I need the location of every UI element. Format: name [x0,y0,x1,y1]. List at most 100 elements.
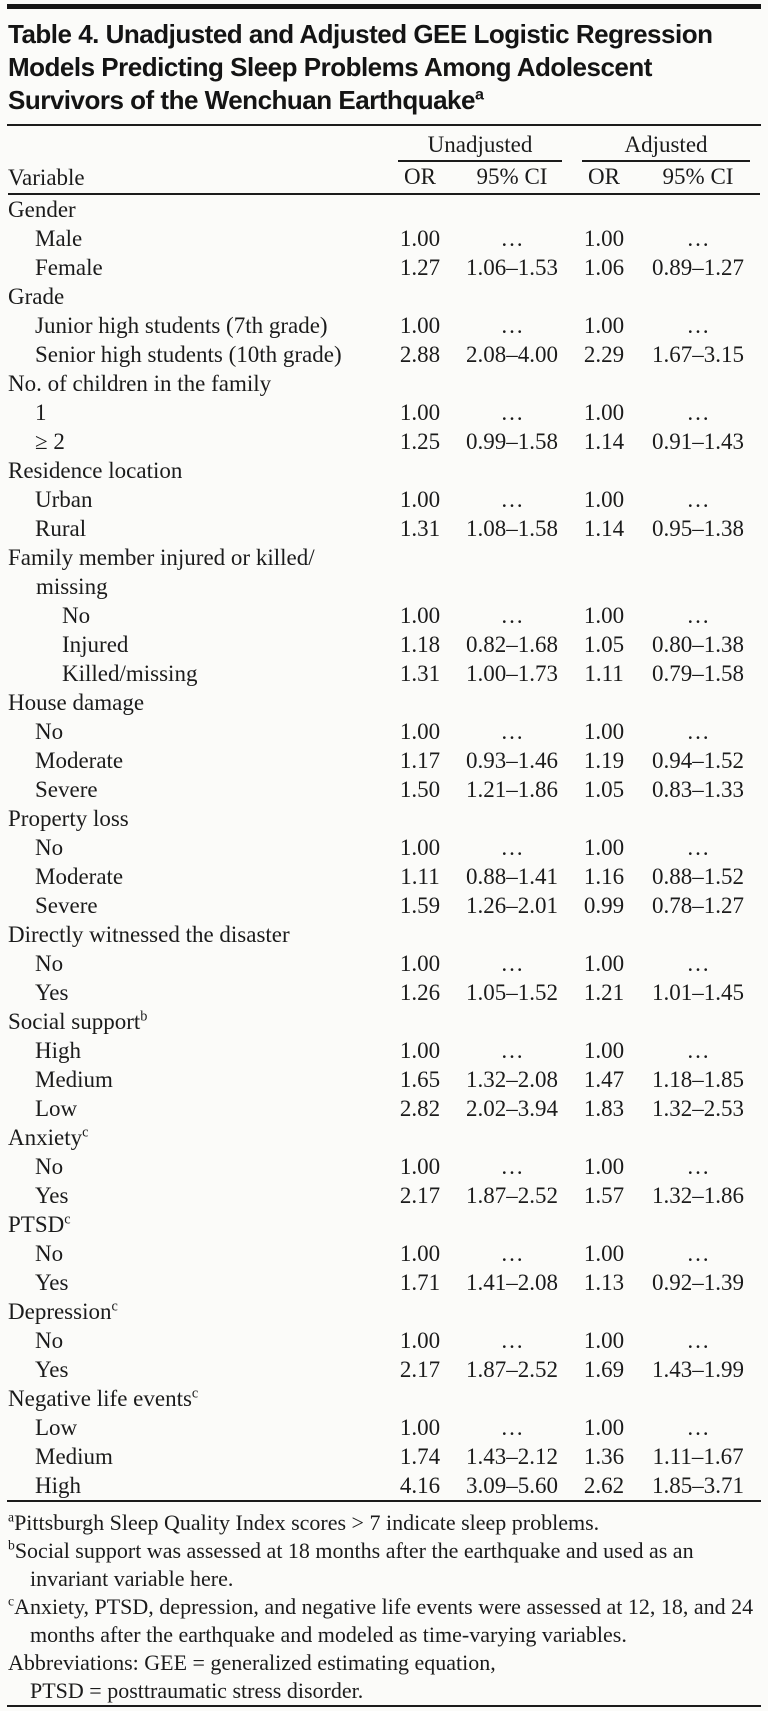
footnote-marker: b [8,1537,15,1553]
row-label: Yes [35,1357,69,1382]
unadjusted-ci-value [452,1123,572,1152]
column-header-adjusted-or: OR [572,162,637,195]
row-label: ≥ 2 [35,429,65,454]
unadjusted-ci-value: 0.99–1.58 [466,429,558,454]
table-row: Male 1.00… 1.00… [8,224,760,253]
adjusted-or-value: 1.00 [583,603,625,628]
unadjusted-ci-value: 0.93–1.46 [466,748,558,773]
unadjusted-or-value: 2.17 [399,1183,441,1208]
unadjusted-or-value: 1.00 [399,313,441,338]
unadjusted-ci-value: 1.21–1.86 [466,777,558,802]
row-label: Moderate [35,748,124,773]
unadjusted-ci-value: … [500,1241,524,1266]
footnote-divider-rule [7,1500,761,1502]
column-group-adjusted-label: Adjusted [582,131,751,162]
unadjusted-or-value: 1.65 [399,1067,441,1092]
row-label: Yes [35,1183,69,1208]
adjusted-or-value [572,194,636,224]
unadjusted-or-value [388,804,452,833]
table-row: No 1.00… 1.00… [8,1152,760,1181]
column-header-variable: Variable [8,162,388,195]
adjusted-or-value [572,688,636,717]
unadjusted-or-value [388,688,452,717]
table-title-line-2: Models Predicting Sleep Problems Among A… [8,52,652,82]
adjusted-or-value: 1.14 [583,516,625,541]
unadjusted-or-value: 1.00 [399,951,441,976]
row-label: No [35,1154,64,1179]
adjusted-or-value: 2.62 [583,1473,625,1498]
unadjusted-or-value [388,456,452,485]
unadjusted-or-value: 1.18 [399,632,441,657]
adjusted-ci-value: … [686,1038,710,1063]
unadjusted-ci-value: … [500,1154,524,1179]
footnote: bSocial support was assessed at 18 month… [8,1537,694,1591]
category-row: Directly witnessed the disaster [8,920,760,949]
category-row: No. of children in the family [8,369,760,398]
adjusted-or-value: 1.00 [583,313,625,338]
row-label: Rural [35,516,87,541]
row-label: Medium [35,1444,113,1469]
row-label: Severe [35,777,98,802]
adjusted-or-value [572,282,636,311]
adjusted-ci-value: 1.18–1.85 [652,1067,745,1092]
category-row: PTSDc [8,1210,760,1239]
unadjusted-ci-value: 2.02–3.94 [466,1096,558,1121]
row-label: No [35,1241,64,1266]
unadjusted-or-value: 1.00 [399,1328,441,1353]
unadjusted-ci-value [452,688,572,717]
unadjusted-ci-value: 1.32–2.08 [466,1067,558,1092]
table-row: Junior high students (7th grade) 1.00 … 1.0… [8,311,760,340]
unadjusted-or-value: 1.00 [399,487,441,512]
unadjusted-or-value [388,1123,452,1152]
adjusted-or-value: 1.69 [583,1357,625,1382]
table-row: Low 2.82 2.02–3.94 1.83 1.32–2.53 [8,1094,760,1123]
footnote-marker: c [191,1385,199,1402]
unadjusted-or-value: 1.00 [399,1154,441,1179]
adjusted-or-value: 1.11 [584,661,624,686]
adjusted-or-value [572,543,636,601]
adjusted-or-value [572,369,636,398]
adjusted-ci-value: 0.92–1.39 [652,1270,745,1295]
table-row: No 1.00… 1.00… [8,1326,760,1355]
unadjusted-ci-value: … [500,1328,524,1353]
adjusted-ci-value: 1.01–1.45 [652,980,745,1005]
unadjusted-or-value [388,282,452,311]
table-row: Medium 1.74 1.43–2.12 1.36 1.11–1.67 [8,1442,760,1471]
unadjusted-ci-value: … [500,226,524,251]
category-row: Social supportb [8,1007,760,1036]
footnote-marker: c [111,1298,118,1315]
column-header-row: Variable OR 95% CI OR 95% CI [8,162,761,195]
unadjusted-ci-value: … [500,1415,524,1440]
table-row: Yes 1.71 1.41–2.08 1.13 0.92–1.39 [8,1268,760,1297]
unadjusted-ci-value: 1.05–1.52 [466,980,558,1005]
adjusted-or-value [572,804,636,833]
row-label: Depressionc [8,1298,118,1324]
row-label: Gender [8,197,76,222]
unadjusted-or-value [388,1384,452,1413]
adjusted-ci-value: 0.95–1.38 [652,516,745,541]
table-row: Moderate 1.17 0.93–1.46 1.19 0.94–1.52 [8,746,760,775]
table-body: Gender Male 1.00 … 1.00 … Female 1.27 1.06–1.53 1… [8,194,760,1500]
unadjusted-or-value: 1.00 [399,1415,441,1440]
unadjusted-ci-value: … [500,835,524,860]
adjusted-or-value: 1.00 [583,226,625,251]
category-row: Depressionc [8,1297,760,1326]
adjusted-or-value: 1.14 [583,429,625,454]
unadjusted-or-value: 2.17 [399,1357,441,1382]
unadjusted-or-value: 1.31 [399,661,441,686]
adjusted-or-value: 2.29 [583,342,625,367]
unadjusted-ci-value [452,369,572,398]
adjusted-or-value: 1.16 [583,864,625,889]
table-row: Female 1.27 1.06–1.53 1.06 0.89–1.27 [8,253,760,282]
category-row: Family member injured or killed/missing [8,543,760,601]
category-row: Anxietyc [8,1123,760,1152]
adjusted-or-value: 1.47 [583,1067,625,1092]
footnotes: aPittsburgh Sleep Quality Index scores >… [8,1509,760,1705]
unadjusted-or-value: 1.71 [399,1270,441,1295]
adjusted-or-value: 1.00 [583,1241,625,1266]
table-row: Killed/missing 1.31 1.00–1.73 1.11 0.79–1.58 [8,659,760,688]
table-row: No 1.00… 1.00… [8,1239,760,1268]
adjusted-ci-value: 1.85–3.71 [652,1473,745,1498]
adjusted-ci-value: 0.80–1.38 [652,632,745,657]
